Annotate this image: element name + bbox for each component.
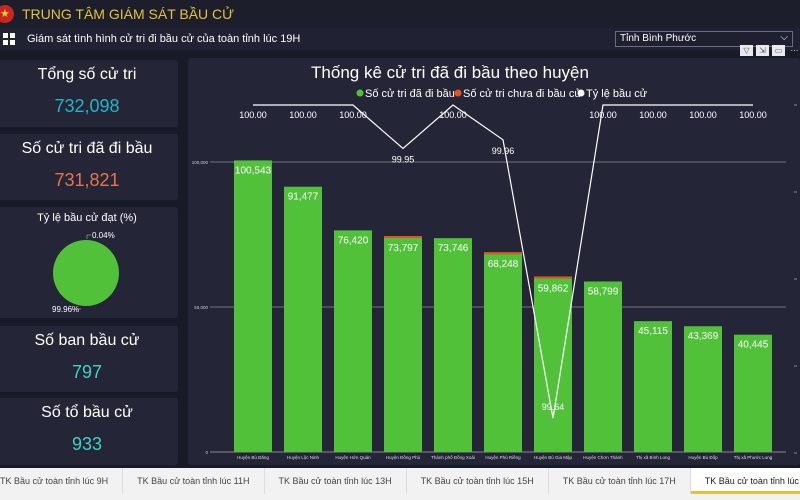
line-data-label: 100.00 [739,110,767,120]
grid-menu-icon[interactable] [3,33,15,45]
bar-voted [634,321,672,452]
bar-voted [584,281,622,452]
card-value: 732,098 [54,96,120,116]
card-label: Tổng số cử tri [37,66,137,83]
card-total-voters: Tổng số cử tri 732,098 [0,60,178,127]
x-tick-label: Huyện Chơn Thành [583,455,623,460]
vote-rate-line [253,104,753,419]
card-label: Số cử tri đã đi bầu [21,140,153,157]
bar-data-label: 73,746 [438,243,469,254]
bar-data-label: 58,799 [588,286,619,297]
top-bar: TRUNG TÂM GIÁM SÁT BẦU CỬ [0,0,800,28]
x-tick-label: Thị xã Phước Long [734,455,773,460]
legend-marker-2 [577,89,585,97]
line-data-label: 100.00 [689,110,717,120]
district-chart-panel: Thống kê cử tri đã đi bầu theo huyện Số … [188,58,800,465]
line-data-label: 100.00 [239,110,267,120]
province-select[interactable]: Tỉnh Bình Phước ⌵ [615,31,793,47]
x-tick-label: Huyện Bù Gia Mập [534,455,573,460]
legend-label-2: Tỷ lệ bầu cử [586,88,648,100]
card-vote-rate: Tỷ lệ bầu cử đạt (%) 0.04% 99.96% [0,207,178,318]
line-data-label: 99.96 [492,146,515,156]
tab-item[interactable]: TK Bầu cử toàn tỉnh lúc 11H [123,468,265,494]
bar-voted [284,186,322,452]
line-data-label: 100.00 [639,110,667,120]
page-tabs: TK Bầu cử toàn tỉnh lúc 9H TK Bầu cử toàn… [0,468,800,500]
line-data-label: 100.00 [289,110,317,120]
tab-active[interactable]: TK Bầu cử toàn tỉnh lúc 19H [690,468,800,494]
y-left-tick: 50,000 [194,305,208,310]
x-tick-label: Thành phố Đồng Xoài [431,455,475,460]
visual-header-icons: ▽ ⇲ ▭ ⋯ [740,45,800,56]
card-groups: Số tổ bầu cử 933 [0,398,178,465]
province-select-value: Tỉnh Bình Phước [620,33,697,44]
bar-not-voted [484,252,522,255]
legend-marker-0 [356,89,364,97]
app-title: TRUNG TÂM GIÁM SÁT BẦU CỬ [22,6,235,22]
bar-data-label: 68,248 [488,259,519,270]
legend-label-0: Số cử tri đã đi bầu [365,88,455,100]
line-data-label: 100.00 [439,110,467,120]
line-data-label: 99.64 [542,402,565,412]
tab-item[interactable]: TK Bầu cử toàn tỉnh lúc 13H [265,468,407,494]
bar-data-label: 73,797 [388,243,419,254]
bar-data-label: 45,115 [638,326,668,337]
card-value: 731,821 [54,170,120,190]
sub-header: Giám sát tình hình cử tri đi bầu cử của … [0,28,800,50]
focus-mode-icon[interactable]: ▭ [772,45,785,56]
pie-label-not-voted: 0.04% [92,231,115,240]
y-left-tick: 100,000 [192,160,209,165]
chart-legend: Số cử tri đã đi bầu Số cử tri chưa đi bầu… [356,88,648,100]
line-data-label: 100.00 [339,110,367,120]
bar-data-label: 43,369 [688,331,719,342]
bar-voted [684,326,722,452]
bar-voted [484,254,522,452]
bar-not-voted [384,235,422,238]
bar-not-voted [534,276,572,279]
bar-voted [384,237,422,452]
tab-item[interactable]: TK Bầu cử toàn tỉnh lúc 9H [0,468,124,494]
pie-label-voted: 99.96% [52,305,79,314]
card-label: Số tổ bầu cử [41,404,133,421]
drill-icon[interactable]: ⇲ [756,45,769,56]
x-tick-label: Huyện Bù Đốp [688,455,718,460]
bar-data-label: 100,543 [235,165,272,176]
bar-data-label: 91,477 [288,192,319,203]
x-tick-label: Huyện Lộc Ninh [287,455,320,460]
district-combo-chart: Thống kê cử tri đã đi bầu theo huyện Số … [192,63,797,460]
filter-icon[interactable]: ▽ [740,45,753,56]
bar-voted [534,278,572,452]
vote-rate-pie: 0.04% 99.96% [52,231,119,314]
card-voted: Số cử tri đã đi bầu 731,821 [0,134,178,200]
y-left-tick: 0 [205,450,208,455]
national-emblem-icon [0,5,14,23]
bar-voted [734,334,772,452]
x-tick-label: Huyện Đồng Phú [386,455,421,460]
bar-data-label: 76,420 [338,235,369,246]
chevron-down-icon: ⌵ [780,32,788,43]
bar-voted [334,230,372,452]
x-tick-label: Huyện Hớn Quản [335,455,371,460]
chart-title: Thống kê cử tri đã đi bầu theo huyện [311,63,589,82]
card-value: 933 [71,434,103,454]
page-subtitle: Giám sát tình hình cử tri đi bầu cử của … [27,33,301,45]
bar-data-label: 40,445 [738,340,769,351]
card-value: 797 [71,362,103,382]
bar-voted [234,160,272,452]
x-tick-label: Huyện Phú Riềng [485,455,521,460]
tab-item[interactable]: TK Bầu cử toàn tỉnh lúc 17H [549,468,691,494]
card-label: Số ban bầu cử [34,332,140,349]
card-committees: Số ban bầu cử 797 [0,326,178,392]
bar-voted [434,238,472,452]
line-data-label: 100.00 [589,110,617,120]
line-data-label: 99.95 [392,155,415,165]
x-tick-label: Huyện Bù Đăng [237,455,269,460]
legend-label-1: Số cử tri chưa đi bầu cử [463,88,582,100]
tab-item[interactable]: TK Bầu cử toàn tỉnh lúc 15H [407,468,549,494]
pie-title: Tỷ lệ bầu cử đạt (%) [37,212,137,224]
x-tick-label: Thị xã Bình Long [636,455,671,460]
bar-data-label: 59,862 [538,283,569,294]
legend-marker-1 [454,89,462,97]
more-options-icon[interactable]: ⋯ [790,46,799,55]
